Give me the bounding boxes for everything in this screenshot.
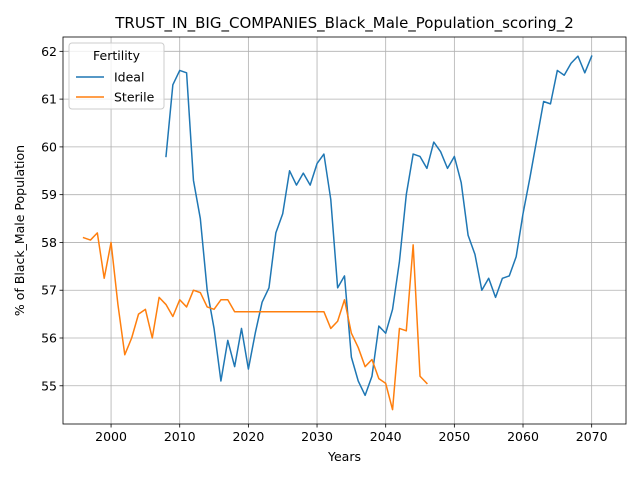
x-axis-label: Years xyxy=(327,449,361,464)
legend-entries: Ideal Sterile xyxy=(76,70,155,105)
y-tick-label: 61 xyxy=(41,92,57,107)
legend-label-ideal: Ideal xyxy=(114,70,144,85)
y-tick-label: 55 xyxy=(41,378,57,393)
x-tick-label: 2000 xyxy=(95,429,127,444)
y-tick-label: 56 xyxy=(41,331,57,346)
plot-area-frame xyxy=(62,36,627,425)
x-tick-label: 2030 xyxy=(301,429,333,444)
series-line-sterile xyxy=(82,232,428,411)
x-tick-label: 2060 xyxy=(507,429,539,444)
chart-title: TRUST_IN_BIG_COMPANIES_Black_Male_Popula… xyxy=(114,14,574,33)
x-tick-label: 2040 xyxy=(370,429,402,444)
y-tick-label: 57 xyxy=(41,283,57,298)
legend-box xyxy=(68,42,165,110)
legend-title: Fertility xyxy=(93,48,141,63)
x-tick-label: 2020 xyxy=(232,429,264,444)
x-tick-label: 2010 xyxy=(164,429,196,444)
legend: Fertility Ideal Sterile xyxy=(68,42,165,110)
series-line-ideal xyxy=(165,55,593,397)
gridlines xyxy=(63,37,626,424)
y-tick-label: 60 xyxy=(41,139,57,154)
legend-label-sterile: Sterile xyxy=(114,90,155,105)
axis-ticks: 2000 2010 2020 2030 2040 2050 2060 2070 55 56 57 58… xyxy=(41,44,608,444)
x-tick-label: 2070 xyxy=(576,429,608,444)
x-tick-label: 2050 xyxy=(438,429,470,444)
y-axis-label: % of Black_Male Population xyxy=(12,145,27,316)
y-tick-label: 62 xyxy=(41,44,57,59)
series-layer xyxy=(82,55,593,411)
y-tick-label: 59 xyxy=(41,187,57,202)
y-tick-label: 58 xyxy=(41,235,57,250)
